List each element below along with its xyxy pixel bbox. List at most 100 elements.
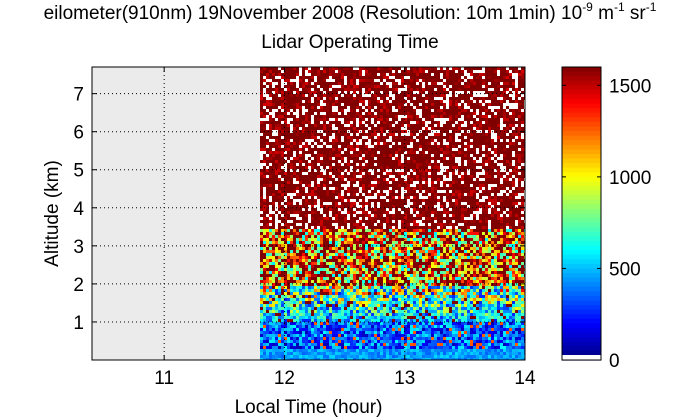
heatmap-cell: [386, 172, 389, 175]
heatmap-cell: [368, 103, 371, 106]
heatmap-cell: [284, 205, 287, 208]
heatmap-cell: [440, 88, 443, 91]
heatmap-cell: [341, 229, 344, 232]
heatmap-cell: [332, 196, 335, 199]
heatmap-cell: [299, 196, 302, 199]
heatmap-cell: [479, 145, 482, 148]
heatmap-cell: [335, 124, 338, 127]
heatmap-cell: [266, 142, 269, 145]
heatmap-cell: [332, 184, 335, 187]
heatmap-cell: [347, 187, 350, 190]
heatmap-cell: [521, 100, 524, 103]
heatmap-cell: [335, 127, 338, 130]
heatmap-cell: [425, 196, 428, 199]
heatmap-cell: [332, 166, 335, 169]
heatmap-cell: [359, 115, 362, 118]
heatmap-cell: [473, 220, 476, 223]
heatmap-cell: [491, 94, 494, 97]
heatmap-cell: [317, 196, 320, 199]
heatmap-cell: [428, 217, 431, 220]
heatmap-cell: [422, 100, 425, 103]
heatmap-cell: [263, 139, 266, 142]
heatmap-cell: [266, 73, 269, 76]
heatmap-cell: [476, 226, 479, 229]
heatmap-cell: [299, 187, 302, 190]
heatmap-cell: [467, 166, 470, 169]
heatmap-cell: [455, 163, 458, 166]
heatmap-cell: [389, 232, 392, 235]
heatmap-cell: [434, 94, 437, 97]
heatmap-cell: [491, 121, 494, 124]
heatmap-cell: [434, 133, 437, 136]
heatmap-cell: [410, 70, 413, 73]
heatmap-cell: [455, 175, 458, 178]
heatmap-cell: [479, 91, 482, 94]
heatmap-cell: [287, 223, 290, 226]
heatmap-cell: [392, 157, 395, 160]
heatmap-cell: [380, 133, 383, 136]
heatmap-cell: [422, 196, 425, 199]
heatmap-cell: [488, 91, 491, 94]
heatmap-cell: [281, 157, 284, 160]
heatmap-cell: [422, 67, 425, 70]
heatmap-cell: [353, 229, 356, 232]
heatmap-cell: [431, 166, 434, 169]
heatmap-cell: [320, 169, 323, 172]
heatmap-cell: [356, 133, 359, 136]
heatmap-cell: [467, 169, 470, 172]
heatmap-cell: [356, 154, 359, 157]
heatmap-cell: [440, 82, 443, 85]
heatmap-cell: [437, 76, 440, 79]
heatmap-cell: [344, 127, 347, 130]
heatmap-cell: [506, 76, 509, 79]
heatmap-cell: [518, 166, 521, 169]
heatmap-cell: [299, 88, 302, 91]
heatmap-cell: [458, 205, 461, 208]
heatmap-cell: [314, 184, 317, 187]
heatmap-cell: [416, 79, 419, 82]
heatmap-cell: [377, 187, 380, 190]
heatmap-cell: [407, 157, 410, 160]
heatmap-cell: [398, 85, 401, 88]
heatmap-cell: [500, 121, 503, 124]
heatmap-cell: [398, 67, 401, 70]
heatmap-cell: [296, 217, 299, 220]
heatmap-cell: [326, 97, 329, 100]
heatmap-cell: [386, 166, 389, 169]
heatmap-cell: [365, 82, 368, 85]
heatmap-cell: [512, 145, 515, 148]
heatmap-cell: [278, 130, 281, 133]
heatmap-cell: [299, 124, 302, 127]
heatmap-cell: [323, 100, 326, 103]
heatmap-cell: [413, 67, 416, 70]
heatmap-cell: [359, 139, 362, 142]
heatmap-cell: [290, 184, 293, 187]
heatmap-cell: [302, 109, 305, 112]
heatmap-cell: [482, 115, 485, 118]
heatmap-cell: [455, 178, 458, 181]
heatmap-cell: [305, 151, 308, 154]
heatmap-cell: [272, 97, 275, 100]
heatmap-cell: [293, 91, 296, 94]
heatmap-cell: [350, 199, 353, 202]
heatmap-cell: [365, 94, 368, 97]
heatmap-cell: [458, 142, 461, 145]
heatmap-cell: [419, 142, 422, 145]
heatmap-cell: [341, 142, 344, 145]
heatmap-cell: [407, 100, 410, 103]
heatmap-cell: [473, 154, 476, 157]
heatmap-cell: [263, 178, 266, 181]
heatmap-cell: [377, 139, 380, 142]
heatmap-cell: [368, 109, 371, 112]
heatmap-cell: [317, 187, 320, 190]
heatmap-cell: [392, 127, 395, 130]
heatmap-cell: [515, 214, 518, 217]
heatmap-cell: [368, 127, 371, 130]
heatmap-cell: [260, 202, 263, 205]
heatmap-cell: [485, 202, 488, 205]
heatmap-cell: [467, 181, 470, 184]
heatmap-cell: [332, 97, 335, 100]
heatmap-cell: [389, 106, 392, 109]
heatmap-cell: [281, 193, 284, 196]
heatmap-cell: [380, 130, 383, 133]
